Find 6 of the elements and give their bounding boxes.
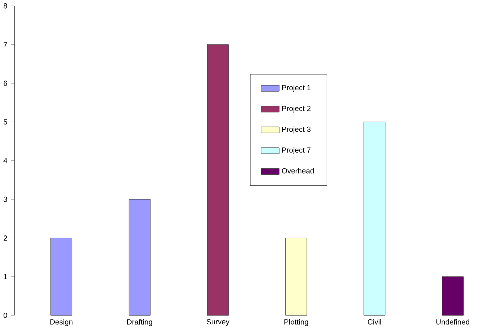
bar [129,199,151,316]
bar [442,276,464,316]
bar [50,238,72,316]
bar [364,122,386,316]
bar [207,44,230,316]
bar [286,238,308,316]
